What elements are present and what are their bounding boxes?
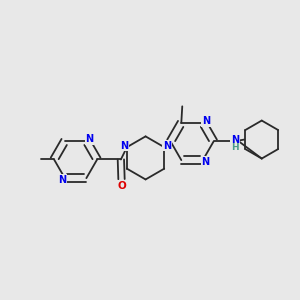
Text: N: N [120,141,128,151]
Text: N: N [85,134,94,144]
Text: N: N [231,135,239,145]
Text: N: N [201,157,209,167]
Text: N: N [163,141,171,151]
Text: H: H [231,143,239,152]
Text: N: N [58,175,66,185]
Text: N: N [202,116,210,126]
Text: O: O [117,181,126,191]
